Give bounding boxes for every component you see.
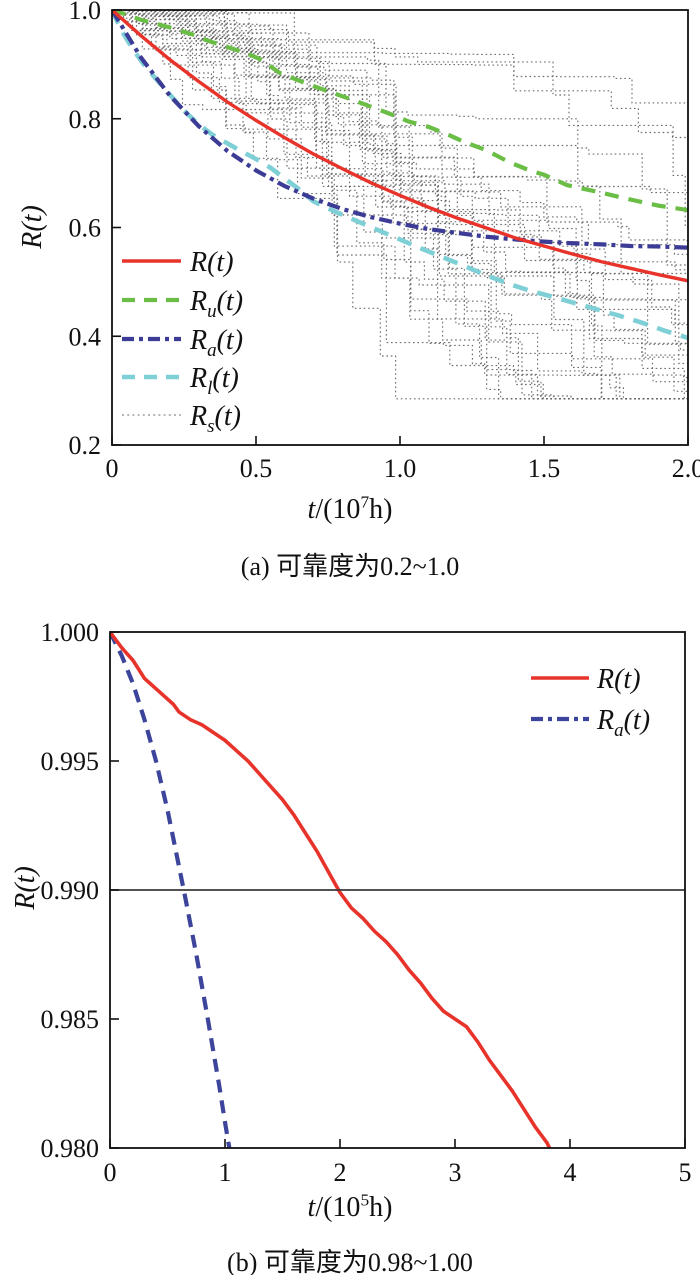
y-tick-label: 0.8 bbox=[69, 105, 102, 134]
y-tick-label: 0.995 bbox=[41, 747, 100, 776]
legend-label-Rs: Rs(t) bbox=[189, 401, 241, 437]
series-Ra(t) bbox=[112, 10, 688, 250]
sample-path bbox=[112, 10, 688, 318]
x-tick-label: 1 bbox=[219, 1158, 232, 1187]
caption-a: (a) 可靠度为0.2~1.0 bbox=[240, 552, 460, 581]
y-tick-label: 1.000 bbox=[41, 618, 100, 647]
legend-label-Ra: Ra(t) bbox=[189, 325, 243, 361]
y-tick-label: 0.980 bbox=[41, 1134, 100, 1163]
x-axis-unit-post-a: h) bbox=[369, 494, 393, 525]
x-tick-label: 2.0 bbox=[672, 454, 700, 483]
y-tick-label: 0.6 bbox=[69, 214, 102, 243]
x-tick-label: 0.5 bbox=[240, 454, 273, 483]
sample-path bbox=[112, 10, 688, 400]
x-tick-label: 1.0 bbox=[384, 454, 417, 483]
legend-label-R: R(t) bbox=[596, 664, 641, 695]
y-tick-label: 0.4 bbox=[69, 322, 102, 351]
sample-path bbox=[112, 10, 688, 400]
sample-path bbox=[112, 10, 688, 400]
caption-b: (b) 可靠度为0.98~1.00 bbox=[227, 1248, 473, 1275]
sample-path bbox=[112, 10, 688, 400]
x-axis-exponent-a: 7 bbox=[360, 492, 370, 512]
sample-path bbox=[112, 10, 688, 400]
sample-path bbox=[112, 10, 688, 399]
sample-path bbox=[112, 10, 688, 400]
sample-path bbox=[112, 10, 688, 365]
legend-label-Rl: Rl(t) bbox=[189, 363, 239, 399]
sample-paths-a bbox=[112, 10, 688, 400]
y-tick-label: 1.0 bbox=[69, 0, 102, 25]
series-R(t) bbox=[110, 632, 552, 1148]
y-tick-label: 0.2 bbox=[69, 431, 102, 460]
x-axis-unit-post-b: h) bbox=[369, 1192, 393, 1223]
y-axis-label-b: R(t) bbox=[10, 866, 41, 910]
series-Ra(t) bbox=[110, 632, 232, 1148]
y-tick-label: 0.985 bbox=[41, 1005, 100, 1034]
x-tick-label: 0 bbox=[104, 1158, 117, 1187]
legend-label-Ra: Ra(t) bbox=[596, 705, 650, 741]
x-axis-unit-pre-b: /(10 bbox=[315, 1192, 361, 1223]
sample-path bbox=[112, 10, 688, 400]
x-tick-label: 0 bbox=[106, 454, 119, 483]
series-Ru(t) bbox=[112, 10, 688, 213]
sample-path bbox=[112, 10, 688, 399]
y-tick-label: 0.990 bbox=[41, 876, 100, 905]
sample-path bbox=[112, 10, 688, 266]
sample-path bbox=[112, 10, 688, 356]
x-axis-label-a: t/(107h) bbox=[0, 492, 700, 526]
x-tick-label: 3 bbox=[449, 1158, 462, 1187]
sample-path bbox=[112, 10, 688, 151]
x-tick-label: 5 bbox=[679, 1158, 692, 1187]
y-axis-label-a: R(t) bbox=[17, 205, 48, 249]
x-tick-label: 4 bbox=[564, 1158, 577, 1187]
x-axis-variable-a: t bbox=[307, 494, 316, 525]
sample-path bbox=[112, 10, 688, 253]
legend-label-R: R(t) bbox=[189, 247, 234, 278]
plot-area-a bbox=[112, 10, 688, 400]
x-axis-variable-b: t bbox=[307, 1192, 316, 1223]
x-axis-exponent-b: 5 bbox=[360, 1190, 370, 1210]
sample-path bbox=[112, 10, 688, 194]
x-tick-label: 2 bbox=[334, 1158, 347, 1187]
x-axis-unit-pre-a: /(10 bbox=[315, 494, 361, 525]
series-R(t) bbox=[112, 10, 688, 283]
sample-path bbox=[112, 10, 688, 333]
x-axis-label-b: t/(105h) bbox=[0, 1190, 700, 1224]
sample-path bbox=[112, 10, 688, 104]
legend-label-Ru: Ru(t) bbox=[189, 286, 243, 322]
sample-path bbox=[112, 10, 688, 312]
plot-area-b bbox=[110, 632, 552, 1148]
x-tick-label: 1.5 bbox=[528, 454, 561, 483]
sample-path bbox=[112, 10, 688, 400]
sample-path bbox=[112, 10, 688, 400]
